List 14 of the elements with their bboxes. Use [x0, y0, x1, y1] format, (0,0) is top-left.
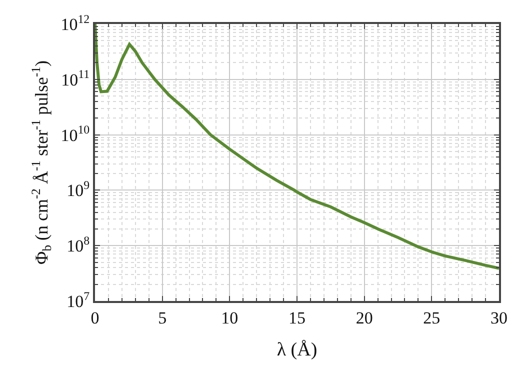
x-tick-label: 25 — [423, 308, 440, 328]
x-tick-label: 10 — [221, 308, 238, 328]
x-axis-title: λ (Å) — [276, 340, 318, 361]
y-tick-label: 10$^{9}$ — [66, 178, 90, 200]
x-tick-label: 5 — [158, 308, 167, 328]
y-tick-label: 10$^{10}$ — [60, 122, 90, 145]
x-tick-label: 0 — [90, 308, 100, 328]
x-tick-label: 30 — [490, 308, 508, 328]
x-tick-label: 20 — [356, 308, 373, 328]
y-tick-label: 10$^{7}$ — [66, 288, 90, 311]
x-tick-label: 15 — [288, 308, 306, 328]
y-tick-label: 10$^{11}$ — [61, 67, 90, 90]
y-tick-label: 10$^{12}$ — [60, 12, 90, 34]
y-tick-label: 10$^{8}$ — [66, 233, 90, 256]
